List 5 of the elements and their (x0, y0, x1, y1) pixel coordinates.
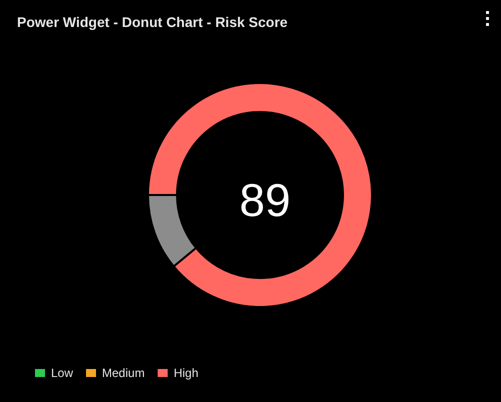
chart-title: Power Widget - Donut Chart - Risk Score (17, 14, 288, 30)
text: 89 (239, 174, 291, 226)
legend-label: Low (51, 366, 74, 380)
legend-label: High (174, 366, 198, 380)
legend-label: Medium (102, 366, 145, 380)
